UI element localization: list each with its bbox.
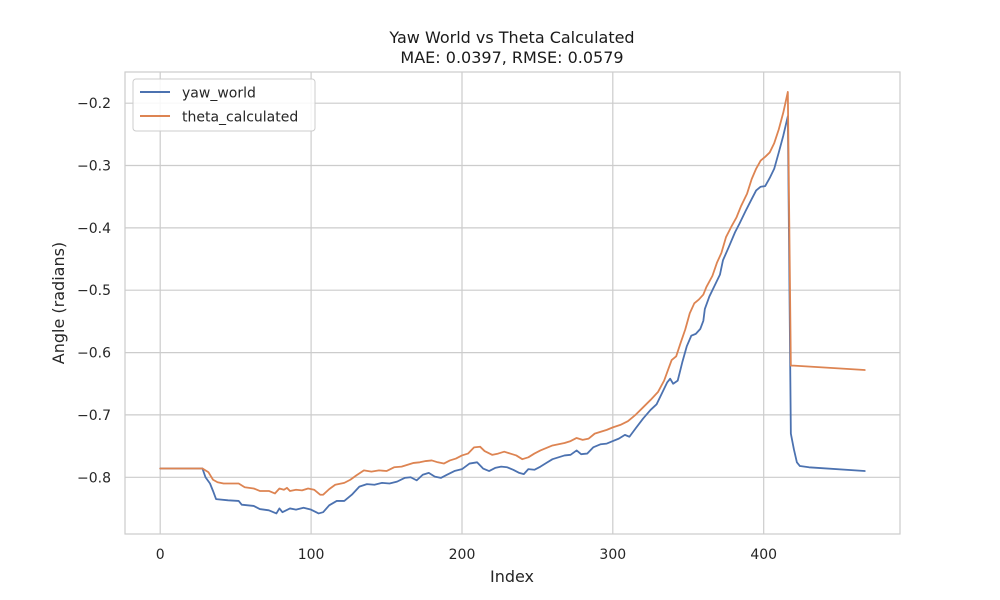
y-axis-label: Angle (radians) — [49, 242, 68, 364]
plot-area-frame — [124, 71, 901, 535]
series-line-yaw-world — [159, 115, 866, 515]
x-tick-label: 100 — [298, 547, 325, 563]
x-tick-label: 400 — [750, 547, 777, 563]
y-tick-label: −0.2 — [77, 96, 111, 112]
legend-box — [132, 78, 316, 132]
y-tick-label: −0.4 — [77, 221, 111, 237]
y-tick-label: −0.6 — [77, 346, 111, 362]
tick-labels: 0 100 200 300 400 −0.8 −0.7 −0.6 −0.5 −0.4 −0.3 −0.… — [77, 96, 777, 563]
chart-title: Yaw World vs Theta Calculated — [388, 28, 634, 47]
legend: yaw_world theta_calculated — [132, 78, 316, 132]
legend-label-yaw-world: yaw_world — [182, 86, 256, 102]
x-tick-label: 200 — [449, 547, 476, 563]
chart-subtitle: MAE: 0.0397, RMSE: 0.0579 — [400, 48, 623, 67]
x-tick-label: 0 — [156, 547, 165, 563]
series-lines — [159, 91, 866, 515]
x-tick-label: 300 — [599, 547, 626, 563]
y-tick-label: −0.8 — [77, 470, 111, 486]
y-tick-label: −0.3 — [77, 159, 111, 175]
series-line-theta-calculated — [159, 91, 866, 496]
y-tick-label: −0.5 — [77, 283, 111, 299]
grid — [125, 72, 900, 534]
y-tick-label: −0.7 — [77, 408, 111, 424]
x-axis-label: Index — [490, 567, 534, 586]
legend-label-theta-calculated: theta_calculated — [182, 110, 298, 126]
